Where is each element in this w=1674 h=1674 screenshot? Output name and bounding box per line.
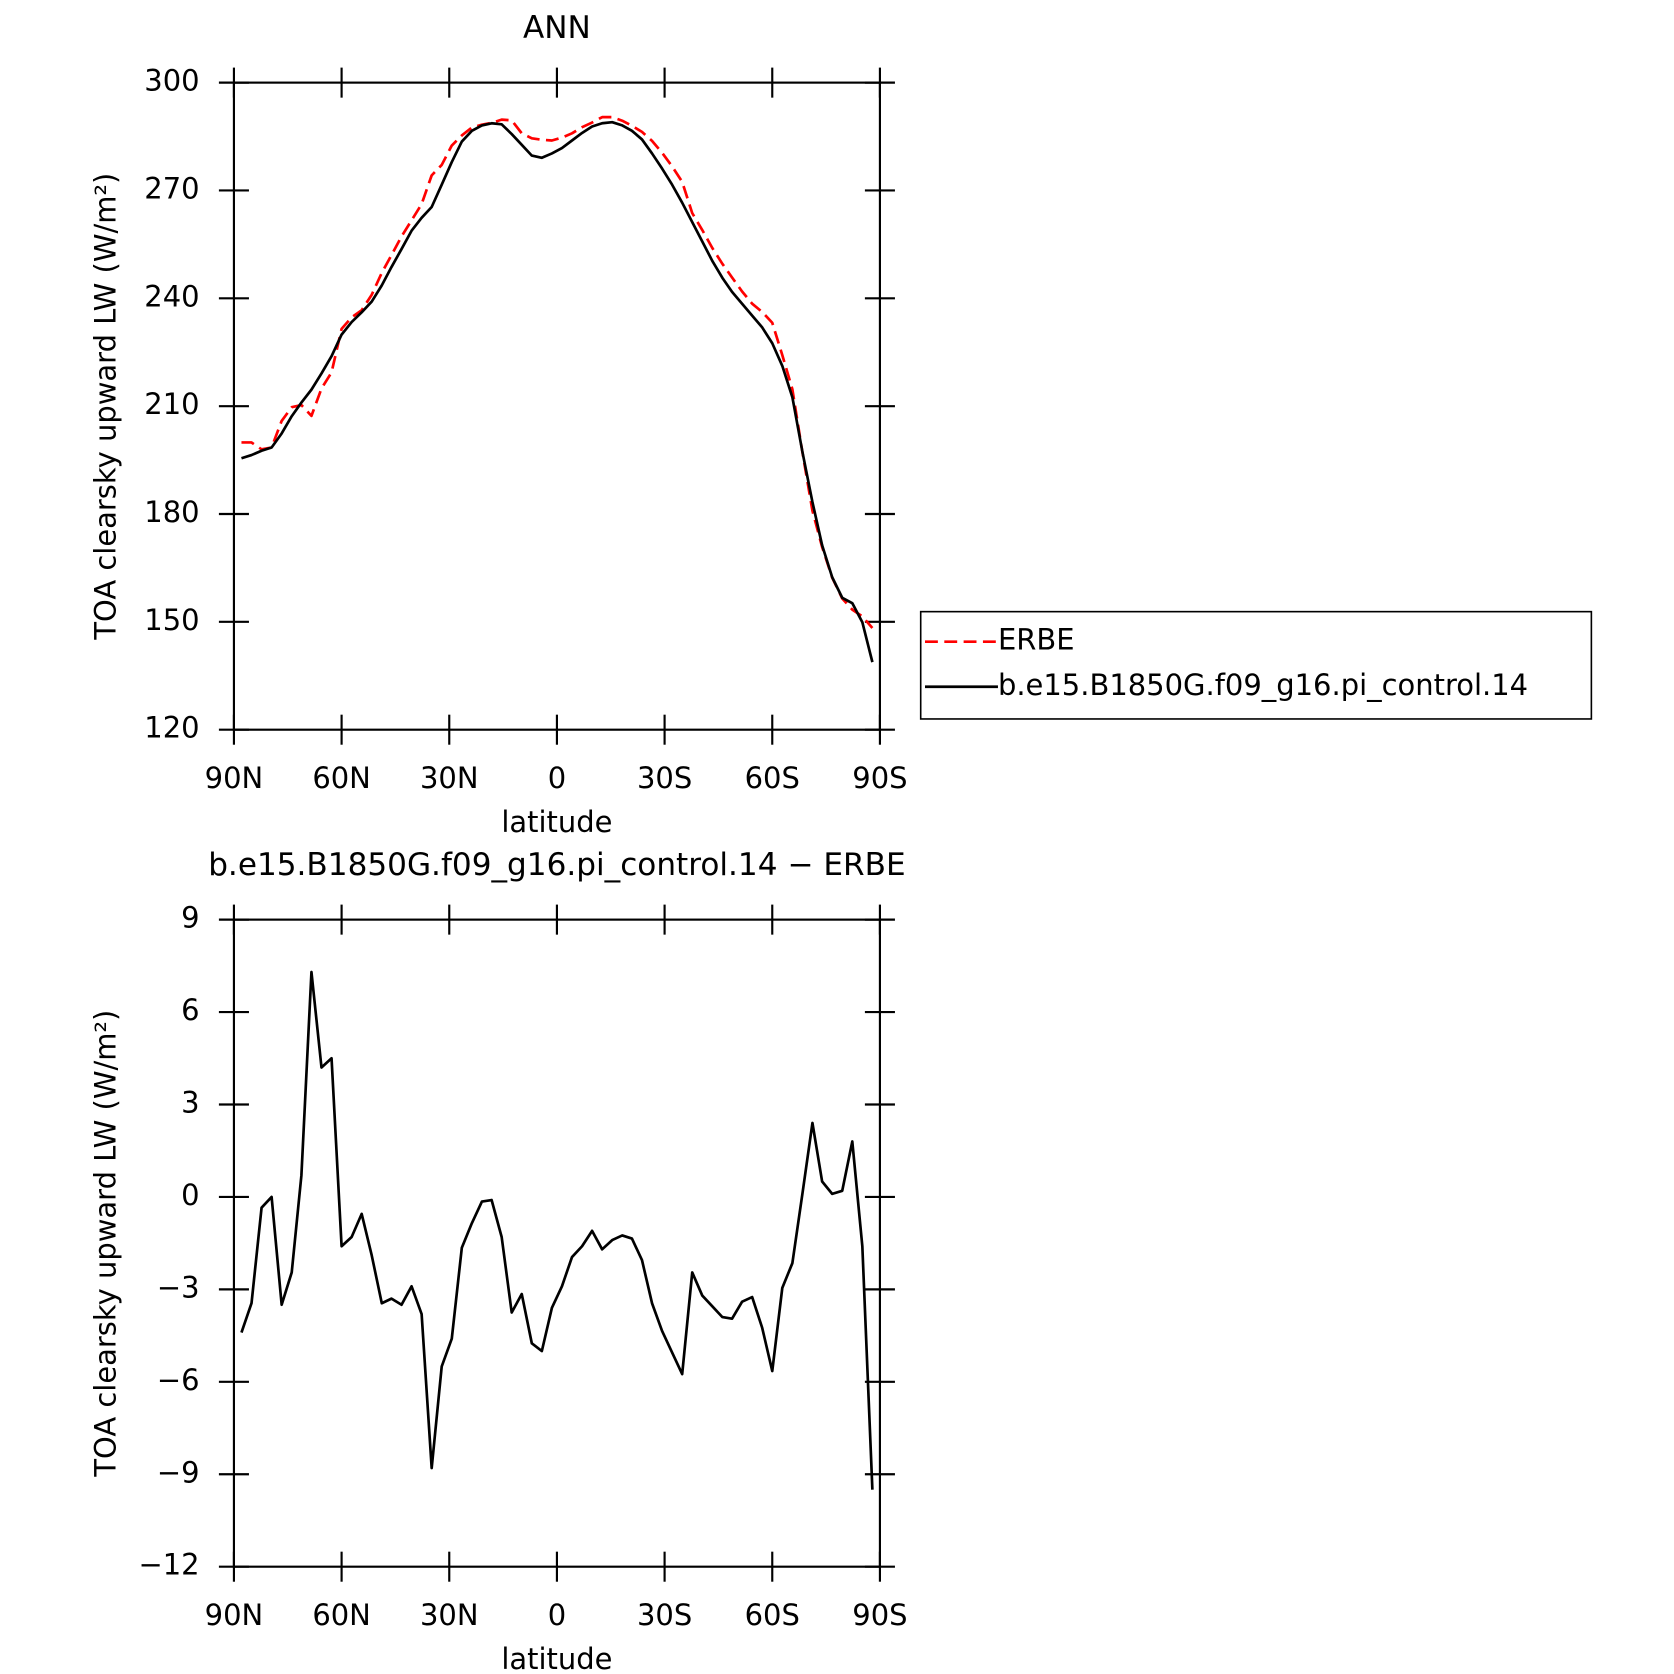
- chart-title: ANN: [523, 10, 591, 46]
- y-axis-label: TOA clearsky upward LW (W/m²): [88, 173, 122, 641]
- x-tick-label: 0: [548, 1598, 566, 1632]
- data-line: [241, 115, 874, 629]
- x-tick-label: 90N: [205, 1598, 264, 1632]
- y-tick-label: 240: [144, 279, 199, 313]
- x-tick-label: 0: [548, 761, 566, 795]
- y-tick-label: 300: [144, 64, 199, 98]
- plot-frame: [232, 918, 881, 1568]
- x-tick-label: 90N: [205, 761, 264, 795]
- x-tick-label: 30N: [420, 761, 479, 795]
- y-tick-label: 180: [144, 495, 199, 529]
- data-line: [241, 120, 874, 663]
- x-tick-label: 30S: [637, 761, 692, 795]
- y-axis-label: TOA clearsky upward LW (W/m²): [88, 1010, 122, 1478]
- y-tick-label: −3: [157, 1270, 200, 1304]
- plot-frame: [232, 81, 881, 731]
- legend-box: [919, 610, 1593, 720]
- x-tick-label: 60N: [312, 1598, 371, 1632]
- y-tick-label: −12: [138, 1548, 199, 1582]
- y-tick-label: −9: [157, 1455, 200, 1489]
- x-tick-label: 90S: [852, 1598, 907, 1632]
- x-tick-label: 30S: [637, 1598, 692, 1632]
- y-tick-label: 270: [144, 171, 199, 205]
- legend-label: b.e15.B1850G.f09_g16.pi_control.14: [998, 668, 1528, 702]
- chart-title: b.e15.B1850G.f09_g16.pi_control.14 − ERB…: [208, 847, 905, 883]
- data-line: [240, 970, 874, 1490]
- x-tick-label: 30N: [420, 1598, 479, 1632]
- x-tick-label: 60S: [745, 1598, 800, 1632]
- y-tick-label: −6: [157, 1363, 200, 1397]
- y-tick-label: 0: [181, 1178, 199, 1212]
- y-tick-label: 6: [181, 993, 199, 1027]
- x-tick-label: 60N: [312, 761, 371, 795]
- x-tick-label: 90S: [852, 761, 907, 795]
- y-tick-label: 210: [144, 387, 199, 421]
- y-tick-label: 150: [144, 603, 199, 637]
- y-tick-label: 120: [144, 711, 199, 745]
- x-tick-label: 60S: [745, 761, 800, 795]
- x-axis-label: latitude: [501, 805, 612, 839]
- x-axis-label: latitude: [501, 1642, 612, 1674]
- y-tick-label: 3: [181, 1086, 199, 1120]
- y-tick-label: 9: [181, 901, 199, 935]
- legend-label: ERBE: [998, 623, 1075, 657]
